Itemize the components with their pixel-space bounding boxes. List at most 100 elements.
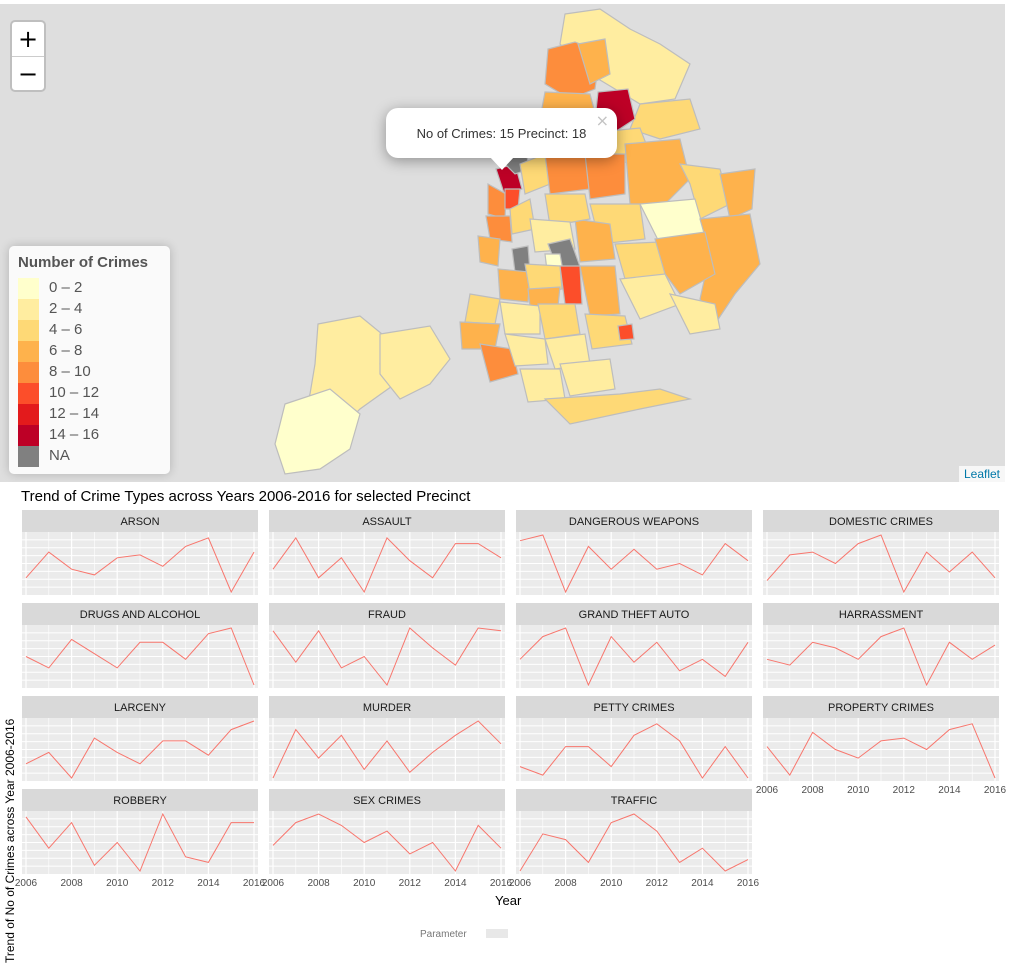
- legend-swatch: [18, 362, 39, 383]
- facet-strip-label: SEX CRIMES: [353, 795, 421, 807]
- precinct-shape: [574, 218, 616, 263]
- precinct-shape: [497, 268, 531, 303]
- x-tick-label: 2016: [243, 878, 266, 889]
- facet-strip: [516, 789, 752, 811]
- legend-label: 0 – 2: [49, 279, 83, 296]
- legend-label: 2 – 4: [49, 300, 83, 317]
- legend-label: 8 – 10: [49, 363, 91, 380]
- legend-swatch: [18, 278, 39, 299]
- facet-strip: [269, 510, 505, 532]
- facet-strip-label: PETTY CRIMES: [593, 702, 674, 714]
- x-tick-label: 2012: [893, 785, 916, 796]
- legend-swatch: [18, 404, 39, 425]
- precinct-shape: [464, 293, 501, 325]
- facet-strip-label: DRUGS AND ALCOHOL: [80, 609, 200, 621]
- x-tick-label: 2006: [262, 878, 285, 889]
- facet-strip: [763, 510, 999, 532]
- precinct-shape: [519, 368, 566, 403]
- legend-swatch: [18, 299, 39, 320]
- precinct-shape: [485, 215, 513, 243]
- popup-tip: [490, 157, 514, 170]
- facet-strip: [269, 696, 505, 718]
- facet-strip: [763, 696, 999, 718]
- series-line: [272, 627, 502, 686]
- popup-text: No of Crimes: 15 Precinct: 18: [416, 126, 587, 141]
- x-tick-label: 2008: [307, 878, 330, 889]
- precinct-shape: [629, 98, 701, 140]
- precinct-shape: [654, 231, 716, 295]
- x-axis-label: Year: [495, 893, 522, 908]
- legend-label: 4 – 6: [49, 321, 83, 338]
- legend-swatch: [18, 425, 39, 446]
- precinct-shape: [499, 301, 541, 335]
- facet-strip: [516, 603, 752, 625]
- series-line: [519, 813, 749, 872]
- zoom-out-button[interactable]: −: [17, 60, 39, 88]
- series-line: [272, 720, 502, 779]
- facet-strip: [22, 603, 258, 625]
- legend-label: NA: [49, 447, 70, 464]
- precinct-shape: [527, 286, 561, 307]
- legend-swatch: [18, 320, 39, 341]
- facet-strip-label: FRAUD: [368, 609, 406, 621]
- legend-key: [486, 929, 508, 938]
- precinct-shape: [559, 265, 583, 305]
- precinct-map-shapes[interactable]: [0, 4, 1005, 482]
- chart-title: Trend of Crime Types across Years 2006-2…: [21, 488, 471, 505]
- series-line: [519, 627, 749, 687]
- x-tick-label: 2012: [399, 878, 422, 889]
- facet-strip: [516, 696, 752, 718]
- legend-title: Number of Crimes: [18, 254, 149, 271]
- x-tick-label: 2008: [60, 878, 83, 889]
- x-tick-label: 2006: [509, 878, 532, 889]
- facet-strip: [22, 789, 258, 811]
- popup-close-button[interactable]: ×: [595, 111, 609, 130]
- leaflet-attribution-link[interactable]: Leaflet: [958, 466, 1005, 482]
- x-tick-label: 2006: [15, 878, 38, 889]
- facet-strip-label: ASSAULT: [362, 516, 412, 528]
- legend-label: 12 – 14: [49, 405, 100, 422]
- x-tick-label: 2010: [847, 785, 870, 796]
- x-tick-label: 2014: [444, 878, 467, 889]
- facet-strip-label: HARRASSMENT: [839, 609, 924, 621]
- facet-strip: [516, 510, 752, 532]
- facet-strip-label: PROPERTY CRIMES: [828, 702, 934, 714]
- legend-label: 10 – 12: [49, 384, 100, 401]
- precinct-shape: [559, 358, 616, 397]
- series-line: [766, 627, 996, 687]
- precinct-shape: [274, 388, 361, 475]
- precinct-shape: [479, 343, 519, 383]
- series-line: [519, 723, 749, 779]
- series-line: [272, 813, 502, 872]
- facet-strip: [269, 789, 505, 811]
- legend-label: 6 – 8: [49, 342, 83, 359]
- crime-map[interactable]: + − No of Crimes: 15 Precinct: 18 × Numb…: [0, 4, 1005, 482]
- precinct-shape: [504, 333, 549, 367]
- facet-strip-label: MURDER: [363, 702, 411, 714]
- legend-swatch: [18, 446, 39, 467]
- x-tick-label: 2006: [756, 785, 779, 796]
- zoom-in-button[interactable]: +: [12, 22, 44, 57]
- precinct-shape: [524, 263, 563, 295]
- facet-strip: [22, 696, 258, 718]
- facet-strip-label: GRAND THEFT AUTO: [579, 609, 690, 621]
- facet-strip: [22, 510, 258, 532]
- x-tick-label: 2014: [938, 785, 961, 796]
- x-tick-label: 2010: [106, 878, 129, 889]
- precinct-shape: [544, 193, 591, 227]
- map-legend: Number of Crimes 0 – 2 2 – 4 4 – 6 6 – 8 8 –…: [9, 246, 170, 474]
- precinct-shape: [379, 325, 451, 400]
- facet-strip-label: DOMESTIC CRIMES: [829, 516, 933, 528]
- x-tick-label: 2016: [737, 878, 760, 889]
- x-tick-label: 2014: [197, 878, 220, 889]
- facet-strip-label: LARCENY: [114, 702, 167, 714]
- facet-chart: Trend of Crime Types across Years 2006-2…: [0, 482, 1009, 963]
- x-tick-label: 2012: [646, 878, 669, 889]
- x-tick-label: 2008: [801, 785, 824, 796]
- legend-swatch: [18, 341, 39, 362]
- series-line: [25, 537, 255, 594]
- x-tick-label: 2010: [600, 878, 623, 889]
- legend-label: 14 – 16: [49, 426, 100, 443]
- facet-strip-label: ARSON: [120, 516, 159, 528]
- precinct-shape: [477, 235, 501, 267]
